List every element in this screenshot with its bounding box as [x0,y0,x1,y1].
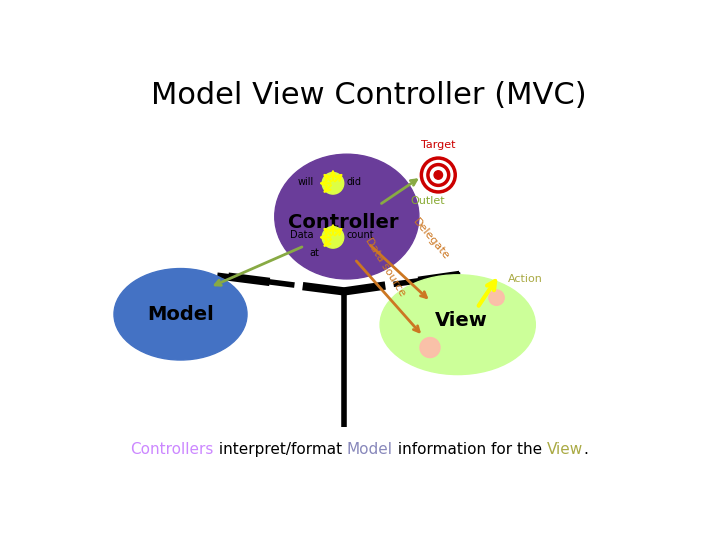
Text: Action: Action [508,274,542,284]
Text: Controller: Controller [288,213,398,232]
Text: Model View Controller (MVC): Model View Controller (MVC) [151,82,587,111]
Circle shape [434,171,443,179]
Text: Model: Model [147,305,214,324]
Circle shape [421,158,455,192]
Circle shape [420,338,440,357]
Circle shape [322,227,343,248]
Text: Data: Data [290,230,314,240]
Text: Controllers: Controllers [130,442,214,457]
Text: information for the: information for the [393,442,547,457]
Circle shape [489,290,504,305]
Ellipse shape [114,268,247,360]
Circle shape [322,172,343,194]
Text: View: View [547,442,583,457]
Text: View: View [435,312,488,330]
Text: Model: Model [347,442,393,457]
Text: Delegate: Delegate [410,217,451,262]
Ellipse shape [275,154,419,279]
Text: will: will [297,177,314,187]
Text: Target: Target [421,140,456,150]
Text: did: did [347,177,362,187]
Text: .: . [583,442,588,457]
Text: Outlet: Outlet [410,196,445,206]
Ellipse shape [380,275,536,375]
Text: interpret/format: interpret/format [214,442,347,457]
Text: at: at [310,248,320,258]
Text: count: count [347,230,374,240]
Text: Data source: Data source [364,235,408,298]
